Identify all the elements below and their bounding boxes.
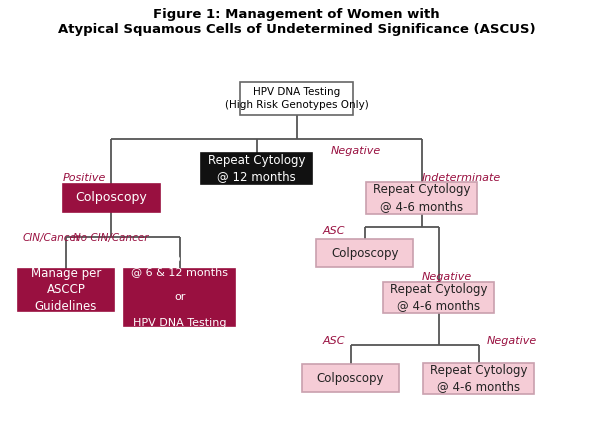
FancyBboxPatch shape xyxy=(317,239,413,267)
FancyBboxPatch shape xyxy=(383,282,495,313)
Text: HPV DNA Testing
(High Risk Genotypes Only): HPV DNA Testing (High Risk Genotypes Onl… xyxy=(225,87,368,110)
Text: Negative: Negative xyxy=(486,336,537,346)
Text: Indeterminate: Indeterminate xyxy=(422,173,501,183)
Text: CIN/Cancer: CIN/Cancer xyxy=(22,233,80,244)
FancyBboxPatch shape xyxy=(423,363,534,394)
FancyBboxPatch shape xyxy=(125,269,235,326)
Text: Repeat Cytology
@ 4-6 months: Repeat Cytology @ 4-6 months xyxy=(373,183,470,213)
Text: Negative: Negative xyxy=(422,272,472,282)
Text: Repeat Cytology
@ 4-6 months: Repeat Cytology @ 4-6 months xyxy=(390,283,487,312)
Text: Colposcopy: Colposcopy xyxy=(76,192,147,204)
Text: Negative: Negative xyxy=(331,146,381,156)
Text: Atypical Squamous Cells of Undetermined Significance (ASCUS): Atypical Squamous Cells of Undetermined … xyxy=(58,23,535,36)
FancyBboxPatch shape xyxy=(201,153,312,184)
Text: ASC: ASC xyxy=(322,336,345,346)
FancyBboxPatch shape xyxy=(63,184,160,212)
Text: Figure 1: Management of Women with: Figure 1: Management of Women with xyxy=(153,8,440,22)
Text: Colposcopy: Colposcopy xyxy=(317,372,384,385)
Text: Colposcopy: Colposcopy xyxy=(331,247,398,260)
Text: Manage per
ASCCP
Guidelines: Manage per ASCCP Guidelines xyxy=(31,267,101,313)
FancyBboxPatch shape xyxy=(18,269,114,311)
Text: ASC: ASC xyxy=(322,225,345,236)
FancyBboxPatch shape xyxy=(366,182,477,214)
Text: Repeat Cytology
@ 4-6 months: Repeat Cytology @ 4-6 months xyxy=(430,363,527,393)
Text: Positive: Positive xyxy=(63,173,107,183)
FancyBboxPatch shape xyxy=(302,365,399,392)
Text: No CIN/Cancer: No CIN/Cancer xyxy=(73,233,148,244)
FancyBboxPatch shape xyxy=(240,82,353,115)
Text: Cytology
@ 6 & 12 months

or

HPV DNA Testing
@ 12 Months: Cytology @ 6 & 12 months or HPV DNA Test… xyxy=(131,254,228,341)
Text: Repeat Cytology
@ 12 months: Repeat Cytology @ 12 months xyxy=(208,154,305,183)
